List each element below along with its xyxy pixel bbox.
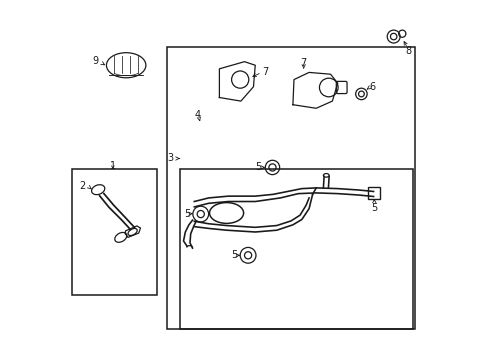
Bar [180,169,412,329]
Text: 1: 1 [110,161,116,171]
Text: 9: 9 [92,56,98,66]
Text: 3: 3 [167,153,174,163]
Text: 4: 4 [194,111,201,121]
Text: 7: 7 [261,67,267,77]
Bar [167,47,414,329]
Bar [72,169,156,295]
Text: 5: 5 [370,203,377,213]
Text: 2: 2 [80,181,86,191]
Text: 5: 5 [255,162,261,172]
Text: 5: 5 [231,250,237,260]
Text: 5: 5 [183,209,190,219]
Text: 8: 8 [405,46,411,56]
Bar [367,187,379,199]
Text: 7: 7 [300,58,306,68]
Text: 6: 6 [368,82,375,92]
